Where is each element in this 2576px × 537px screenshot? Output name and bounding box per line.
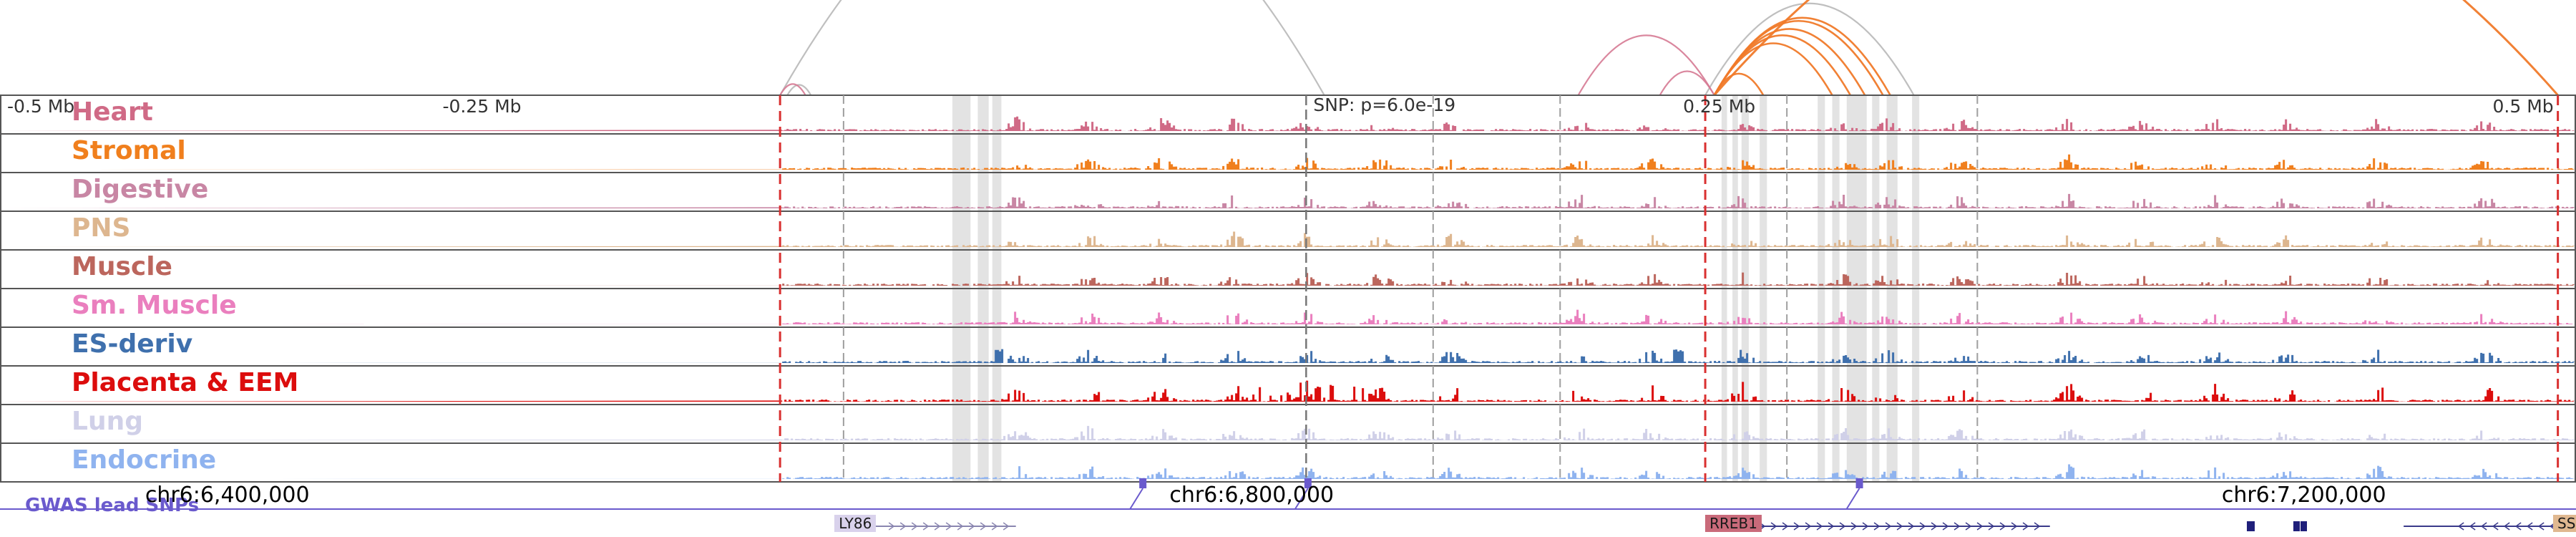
offset-tick-label-0: -0.5 Mb (7, 96, 75, 117)
chrom-tick-label-0: chr6:6,400,000 (145, 483, 310, 508)
gene-strand-arrow-2 (2480, 522, 2487, 531)
signal-8 (0, 425, 2575, 440)
orange-loop-6 (1713, 72, 1765, 96)
chrom-tick-label-1: chr6:6,800,000 (1169, 483, 1335, 508)
gene-exon-0 (2247, 521, 2255, 531)
gene-strand-arrow-1 (1953, 522, 1961, 531)
signal-9 (0, 464, 2575, 479)
gene-label-2: SS (2553, 515, 2576, 532)
gwas-snp-marker-1 (1304, 478, 1312, 488)
gene-strand-arrow-1 (1885, 522, 1892, 531)
gene-strand-arrow-0 (957, 522, 964, 531)
track-label-4: Muscle (72, 252, 172, 281)
gene-strand-arrow-0 (980, 522, 987, 531)
gene-strand-arrow-1 (1988, 522, 1995, 531)
grey-loop-0 (779, 0, 1325, 96)
chrom-tick-label-2: chr6:7,200,000 (2221, 483, 2386, 508)
gene-strand-arrow-2 (2469, 522, 2476, 531)
gene-strand-arrow-2 (2503, 522, 2510, 531)
gene-strand-arrow-1 (1828, 522, 1835, 531)
gene-strand-arrow-1 (1873, 522, 1880, 531)
signal-2 (0, 193, 2575, 208)
gene-strand-arrow-0 (911, 522, 918, 531)
track-label-5: Sm. Muscle (72, 291, 237, 320)
signal-0 (0, 116, 2575, 131)
gene-strand-arrow-1 (1805, 522, 1812, 531)
signal-4 (0, 272, 2575, 286)
track-label-8: Lung (72, 407, 143, 436)
gene-strand-arrow-0 (991, 522, 998, 531)
offset-tick-label-1: -0.25 Mb (442, 96, 522, 117)
gwas-snp-stem-0 (1129, 488, 1144, 510)
gene-strand-arrow-0 (888, 522, 895, 531)
track-label-0: Heart (72, 97, 153, 127)
gene-strand-arrow-0 (968, 522, 975, 531)
gene-exon-2 (2301, 521, 2307, 531)
snp-pvalue-label: SNP: p=6.0e-19 (1313, 95, 1456, 115)
position-markers (779, 95, 2560, 482)
chromatin-loops (779, 0, 2559, 96)
pink-loop-1 (1577, 34, 1715, 96)
gwas-snp-marker-0 (1139, 478, 1147, 488)
gene-exon-1 (2293, 521, 2300, 531)
signal-3 (0, 231, 2575, 247)
orange-loop-4 (1713, 16, 1891, 96)
gene-label-1: RREB1 (1705, 515, 1762, 532)
track-label-7: Placenta & EEM (72, 368, 299, 397)
gene-strand-arrow-1 (1908, 522, 1915, 531)
pink-loop-0 (779, 83, 806, 96)
gene-strand-arrow-1 (1782, 522, 1789, 531)
signal-6 (0, 349, 2575, 363)
offset-tick-label-3: 0.5 Mb (2492, 96, 2554, 117)
grey-loop-2 (1704, 2, 1915, 96)
gene-strand-arrow-1 (2022, 522, 2029, 531)
gene-strand-arrow-0 (922, 522, 930, 531)
gene-strand-arrow-2 (2526, 522, 2533, 531)
orange-loop-5 (1713, 42, 1833, 96)
gene-strand-arrow-0 (934, 522, 941, 531)
gene-strand-arrow-1 (1942, 522, 1949, 531)
gene-strand-arrow-1 (1862, 522, 1869, 531)
grey-loop-1 (786, 84, 812, 96)
gene-strand-arrow-2 (2492, 522, 2499, 531)
gwas-snp-marker-2 (1855, 478, 1863, 488)
gwas-snp-stem-2 (1845, 488, 1860, 510)
gene-strand-arrow-1 (1931, 522, 1938, 531)
gene-strand-arrow-1 (1999, 522, 2006, 531)
track-label-1: Stromal (72, 136, 186, 165)
gwas-snp-stem-1 (1294, 488, 1309, 510)
gwas-and-gene-panel (0, 478, 2576, 531)
gene-strand-arrow-1 (1976, 522, 1984, 531)
gene-strand-arrow-0 (899, 522, 907, 531)
signal-7 (0, 380, 2575, 402)
gene-strand-arrow-1 (1850, 522, 1858, 531)
gene-strand-arrow-1 (2034, 522, 2041, 531)
gene-strand-arrow-2 (2514, 522, 2522, 531)
signal-1 (0, 154, 2575, 170)
gene-strand-arrow-2 (2457, 522, 2464, 531)
signal-tracks (0, 95, 2576, 483)
gene-strand-arrow-1 (1919, 522, 1926, 531)
track-label-9: Endocrine (72, 445, 217, 475)
track-label-6: ES-deriv (72, 329, 193, 359)
gene-strand-arrow-0 (1002, 522, 1010, 531)
gene-strand-arrow-1 (1839, 522, 1846, 531)
track-label-3: PNS (72, 213, 131, 243)
gwas-track-label: GWAS lead SNPs (25, 495, 200, 516)
gene-strand-arrow-1 (1770, 522, 1777, 531)
gene-strand-arrow-1 (2011, 522, 2018, 531)
gene-strand-arrow-2 (2537, 522, 2545, 531)
gene-strand-arrow-1 (1896, 522, 1903, 531)
gene-label-0: LY86 (834, 515, 877, 532)
pink-loop-2 (1659, 70, 1715, 96)
gene-strand-arrow-0 (945, 522, 952, 531)
gene-strand-arrow-1 (1793, 522, 1800, 531)
gene-strand-arrow-1 (1965, 522, 1972, 531)
track-label-2: Digestive (72, 175, 209, 204)
offset-tick-label-2: 0.25 Mb (1683, 96, 1756, 117)
gene-strand-arrow-1 (1816, 522, 1823, 531)
signal-5 (0, 309, 2575, 324)
